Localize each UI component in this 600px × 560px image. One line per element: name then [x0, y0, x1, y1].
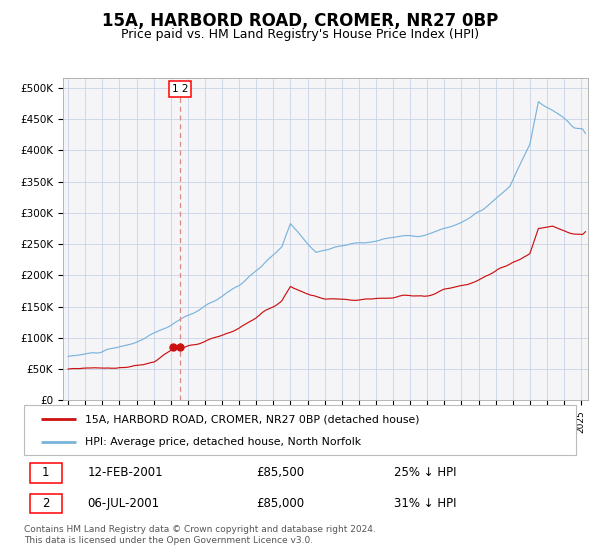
Text: Contains HM Land Registry data © Crown copyright and database right 2024.: Contains HM Land Registry data © Crown c… [24, 525, 376, 534]
Text: 31% ↓ HPI: 31% ↓ HPI [394, 497, 457, 510]
Text: HPI: Average price, detached house, North Norfolk: HPI: Average price, detached house, Nort… [85, 437, 361, 447]
Text: Price paid vs. HM Land Registry's House Price Index (HPI): Price paid vs. HM Land Registry's House … [121, 28, 479, 41]
Text: 1: 1 [42, 466, 49, 479]
Text: £85,000: £85,000 [256, 497, 304, 510]
Text: £85,500: £85,500 [256, 466, 304, 479]
Text: 2: 2 [42, 497, 49, 510]
Text: 15A, HARBORD ROAD, CROMER, NR27 0BP: 15A, HARBORD ROAD, CROMER, NR27 0BP [102, 12, 498, 30]
Text: 15A, HARBORD ROAD, CROMER, NR27 0BP (detached house): 15A, HARBORD ROAD, CROMER, NR27 0BP (det… [85, 414, 419, 424]
Text: 12-FEB-2001: 12-FEB-2001 [88, 466, 163, 479]
Text: 1 2: 1 2 [172, 84, 188, 94]
Text: 06-JUL-2001: 06-JUL-2001 [88, 497, 160, 510]
Bar [29, 494, 62, 514]
Bar [29, 463, 62, 483]
Text: 25% ↓ HPI: 25% ↓ HPI [394, 466, 457, 479]
Text: This data is licensed under the Open Government Licence v3.0.: This data is licensed under the Open Gov… [24, 536, 313, 545]
